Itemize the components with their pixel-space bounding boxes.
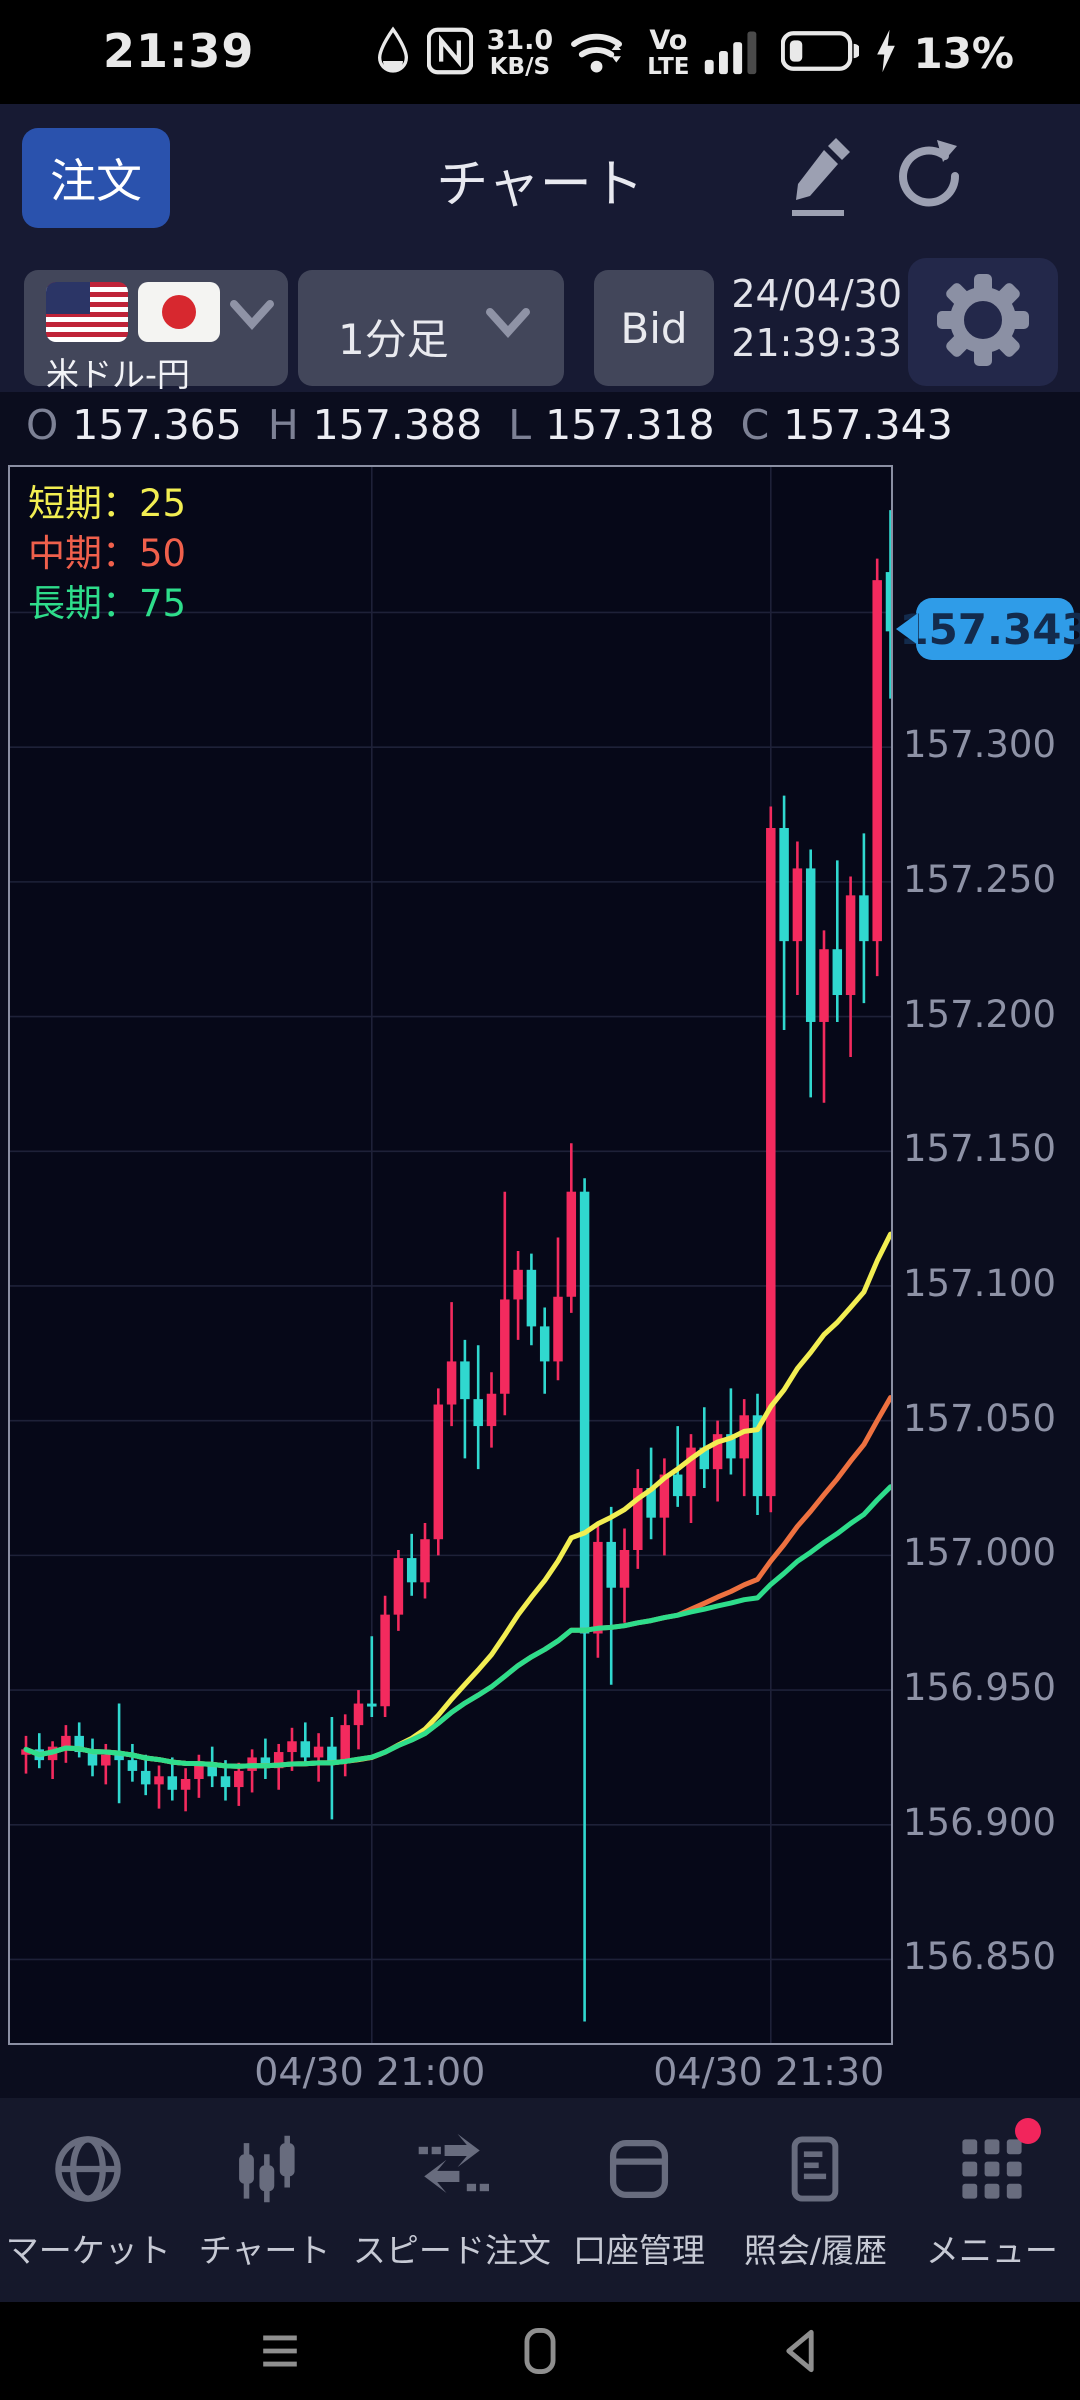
- quote-date: 24/04/30: [731, 272, 902, 316]
- wifi-icon: [567, 25, 633, 81]
- time-axis: 04/30 21:00 04/30 21:30: [0, 2050, 1080, 2098]
- timeframe-label: 1分足: [338, 315, 449, 364]
- wallet-icon: [602, 2128, 676, 2206]
- charging-bolt-icon: [873, 28, 899, 78]
- back-button[interactable]: [765, 2316, 835, 2386]
- price-axis-label: 157.250: [903, 857, 1057, 901]
- nfc-icon: [426, 26, 473, 80]
- price-axis-label: 157.200: [903, 992, 1057, 1036]
- order-button[interactable]: 注文: [22, 128, 170, 228]
- swap-arrows-icon: [411, 2128, 493, 2206]
- nav-item-history[interactable]: 照会/履歴: [727, 2098, 903, 2302]
- time-axis-label: 04/30 21:30: [653, 2050, 885, 2094]
- price-axis-label: 157.050: [903, 1396, 1057, 1440]
- price-axis-label: 157.300: [903, 723, 1057, 767]
- badge-arrow-icon: [896, 613, 918, 646]
- document-icon: [778, 2128, 852, 2206]
- low-label: L: [508, 401, 532, 449]
- open-value: 157.365: [72, 401, 242, 449]
- ma-legend-line: 短期：25: [28, 482, 187, 525]
- chevron-down-icon: [486, 308, 530, 342]
- quote-timestamp: 24/04/30 21:39:33: [731, 270, 902, 369]
- time-axis-label: 04/30 21:00: [254, 2050, 486, 2094]
- grid-menu-icon: [955, 2118, 1041, 2206]
- android-navigation-bar: [0, 2302, 1080, 2400]
- nav-item-chart[interactable]: チャート: [176, 2098, 352, 2302]
- price-axis-label: 156.850: [903, 1935, 1057, 1979]
- bid-toggle-button[interactable]: Bid: [594, 270, 714, 386]
- network-speed: 31.0 KB/S: [486, 25, 554, 80]
- currency-pair-label: 米ドル-円: [46, 355, 190, 394]
- nav-item-speed-order[interactable]: スピード注文: [353, 2098, 551, 2302]
- recents-menu-button[interactable]: [245, 2316, 315, 2386]
- nav-item-menu[interactable]: メニュー: [904, 2098, 1080, 2302]
- home-button[interactable]: [505, 2316, 575, 2386]
- open-label: O: [26, 401, 59, 449]
- signal-strength-icon: [703, 26, 767, 80]
- chevron-down-icon: [230, 300, 274, 334]
- water-drop-icon: [373, 25, 413, 81]
- currency-pair-selector[interactable]: 米ドル-円: [24, 270, 288, 394]
- ma-legend-line: 長期：75: [28, 581, 187, 625]
- ma-legend: 短期：25 中期：50 長期：75: [28, 479, 186, 629]
- battery-icon: [781, 29, 862, 77]
- bottom-navigation: マーケット チャート: [0, 2098, 1080, 2302]
- candlestick-plot[interactable]: 短期：25 中期：50 長期：75: [8, 465, 893, 2045]
- price-axis-label: 156.900: [903, 1800, 1057, 1844]
- nav-item-market[interactable]: マーケット: [0, 2098, 176, 2302]
- notification-dot: [1014, 2118, 1041, 2144]
- nav-item-account[interactable]: 口座管理: [551, 2098, 727, 2302]
- price-axis-label: 157.100: [903, 1261, 1057, 1305]
- close-label: C: [740, 401, 770, 449]
- quote-time: 21:39:33: [731, 321, 902, 366]
- edit-pencil-button[interactable]: [780, 134, 860, 224]
- price-axis-label: 156.950: [903, 1666, 1057, 1710]
- price-axis-label: 157.000: [903, 1531, 1057, 1575]
- clock: 21:39: [103, 24, 255, 78]
- ma-legend-line: 中期：50: [28, 531, 187, 575]
- close-value: 157.343: [783, 401, 953, 449]
- volte-indicator: Vo LTE: [647, 25, 690, 80]
- app-header: 注文 チャート: [0, 104, 1080, 252]
- page-title: チャート: [436, 155, 644, 215]
- status-bar: 21:39 31.0 KB/S Vo L: [0, 0, 1080, 104]
- candlestick-icon: [228, 2128, 302, 2206]
- price-axis: 157.300 157.250 157.200 157.150 157.100 157.0…: [903, 465, 1080, 2045]
- globe-icon: [51, 2128, 125, 2206]
- gear-icon: [935, 272, 1031, 372]
- chart-controls: 米ドル-円 1分足 Bid 24/04/30 21:39:33: [0, 252, 1080, 394]
- low-value: 157.318: [545, 401, 715, 449]
- reload-button[interactable]: [893, 132, 969, 222]
- japan-flag-icon: [138, 282, 220, 342]
- current-price-badge: 157.343: [896, 598, 1080, 661]
- high-value: 157.388: [312, 401, 483, 449]
- us-flag-icon: [46, 282, 128, 342]
- chart-area: 短期：25 中期：50 長期：75 157.300 157.250 157.200 157…: [0, 458, 1080, 2098]
- ohlc-readout: O 157.365 H 157.388 L 157.318 C 157.343: [0, 392, 1080, 458]
- high-label: H: [267, 401, 299, 449]
- timeframe-selector[interactable]: 1分足: [298, 270, 564, 386]
- battery-percent: 13%: [913, 28, 1014, 78]
- settings-button[interactable]: [908, 258, 1058, 386]
- price-axis-label: 157.150: [903, 1127, 1057, 1171]
